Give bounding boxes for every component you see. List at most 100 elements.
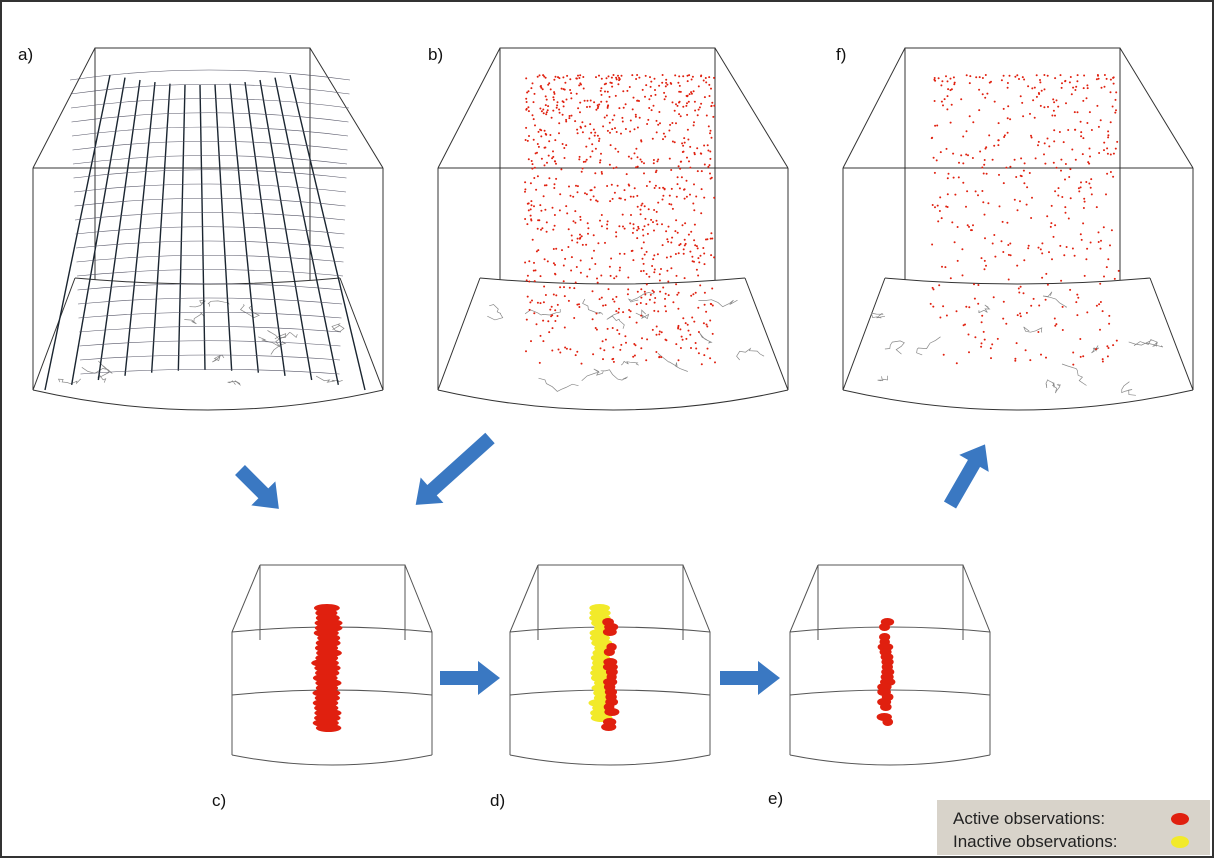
observation-dot [1053,101,1055,103]
observation-dot [695,292,697,294]
observation-dot [967,154,969,156]
observation-dot [700,255,702,257]
observation-dot [557,304,559,306]
observation-dot [593,234,595,236]
observation-dot [602,340,604,342]
observation-dot [674,141,676,143]
observation-dot [932,306,934,308]
observation-dot [1110,171,1112,173]
observation-dot [980,346,982,348]
observation-dot [1063,141,1065,143]
observation-dot [596,313,598,315]
observation-dot [631,250,633,252]
observation-dot [688,234,690,236]
observation-dot [622,90,624,92]
observation-dot [650,95,652,97]
observation-dot [1016,74,1018,76]
observation-dot [645,303,647,305]
legend-swatch [1171,836,1189,848]
observation-dot [664,305,666,307]
observation-dot [564,327,566,329]
observation-dot [643,241,645,243]
observation-dot [556,104,558,106]
observation-dot [619,349,621,351]
observation-dot [577,132,579,134]
observation-dot [1002,221,1004,223]
observation-dot [1038,141,1040,143]
observation-dot [984,260,986,262]
observation-dot [526,92,528,94]
observation-dot [1083,198,1085,200]
observation-dot [665,85,667,87]
observation-dot [653,254,655,256]
observation-dot [553,99,555,101]
observation-dot [711,288,713,290]
observation-dot [677,183,679,185]
observation-dot [686,114,688,116]
observation-dot [647,119,649,121]
observation-dot [550,88,552,90]
observation-dot [691,256,693,258]
observation-dot [555,163,557,165]
observation-dot [590,156,592,158]
observation-dot [683,137,685,139]
observation-dot [710,178,712,180]
observation-dot [695,342,697,344]
observation-dot [938,284,940,286]
observation-dot [1107,153,1109,155]
observation-dot [1061,196,1063,198]
observation-dot [657,253,659,255]
observation-dot [610,275,612,277]
observation-dot [612,198,614,200]
observation-dot [658,333,660,335]
observation-dot [562,76,564,78]
observation-dot [690,231,692,233]
observation-dot [574,210,576,212]
observation-dot [601,297,603,299]
observation-dot [579,111,581,113]
observation-dot [633,343,635,345]
observation-dot [968,306,970,308]
observation-dot [632,356,634,358]
observation-dot [606,185,608,187]
observation-dot [688,160,690,162]
observation-dot [555,248,557,250]
observation-dot [672,208,674,210]
observation-dot [640,139,642,141]
observation-dot [1026,204,1028,206]
observation-dot [576,242,578,244]
observation-dot [542,109,544,111]
observation-dot [1055,323,1057,325]
observation-dot [613,74,615,76]
observation-dot [705,81,707,83]
observation-dot [595,148,597,150]
observation-dot [640,213,642,215]
observation-dot [701,188,703,190]
observation-dot [700,103,702,105]
observation-dot [1089,156,1091,158]
observation-dot [1087,87,1089,89]
observation-dot [577,75,579,77]
observation-dot [640,288,642,290]
observation-dot [577,185,579,187]
observation-dot [672,141,674,143]
observation-dot [1063,254,1065,256]
observation-dot [710,232,712,234]
observation-dot [941,101,943,103]
observation-dot [684,222,686,224]
observation-dot [982,93,984,95]
observation-dot [558,109,560,111]
observation-dot [609,164,611,166]
observation-dot [1008,254,1010,256]
observation-dot [561,249,563,251]
observation-dot [613,361,615,363]
observation-dot [698,85,700,87]
observation-dot [975,190,977,192]
observation-dot [599,220,601,222]
observation-dot [943,354,945,356]
observation-dot [1016,265,1018,267]
observation-dot [712,305,714,307]
observation-dot [956,310,958,312]
observation-dot [706,324,708,326]
observation-dot [1053,236,1055,238]
